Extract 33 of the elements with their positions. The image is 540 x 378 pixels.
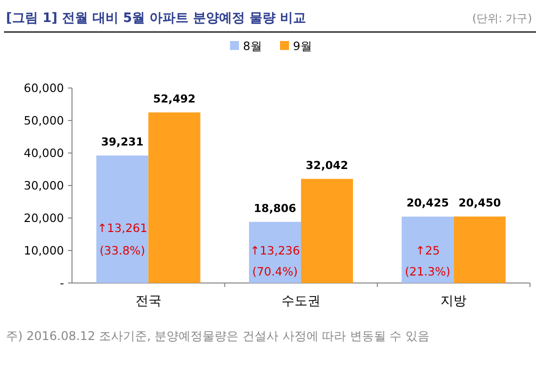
y-tick-label: 20,000 [24, 211, 64, 225]
x-tick-label: 전국 [135, 294, 162, 309]
data-label: 20,450 [458, 196, 502, 210]
data-label: 32,042 [306, 158, 348, 172]
bar [96, 156, 148, 283]
y-tick-label: - [60, 276, 64, 290]
bar [402, 216, 454, 283]
y-tick-label: 40,000 [24, 146, 64, 160]
legend-label: 9월 [293, 39, 312, 53]
annotation: (33.8%) [100, 244, 146, 258]
chart-subtitle: (단위: 가구) [472, 12, 532, 25]
annotation: ↑13,236 [250, 244, 300, 258]
data-label: 52,492 [153, 92, 196, 106]
chart-title: [그림 1] 전월 대비 5월 아파트 분양예정 물량 비교 [6, 11, 306, 26]
y-tick-label: 10,000 [24, 244, 64, 258]
y-tick-label: 60,000 [24, 81, 64, 95]
bar [454, 216, 506, 283]
y-tick-label: 30,000 [24, 178, 64, 192]
text: 주) 2016.08.12 조사기준, 분양예정물량은 건설사 사정에 따라 변동될 수 있음 [6, 329, 430, 343]
data-label: 20,425 [406, 196, 449, 210]
x-tick-label: 수도권 [282, 294, 320, 309]
data-label: 39,231 [101, 136, 144, 148]
annotation: ↑13,261 [97, 220, 148, 235]
bar [301, 178, 353, 283]
data-label: 18,806 [254, 202, 297, 215]
legend-label: 8월 [243, 39, 262, 53]
annotation: (70.4%) [252, 264, 298, 279]
y-tick-label: 50,000 [24, 114, 64, 128]
x-tick-label: 지방 [440, 294, 467, 309]
bar [249, 222, 301, 283]
bar [148, 112, 200, 283]
annotation: ↑25 [416, 244, 440, 258]
annotation: (21.3%) [404, 264, 450, 279]
